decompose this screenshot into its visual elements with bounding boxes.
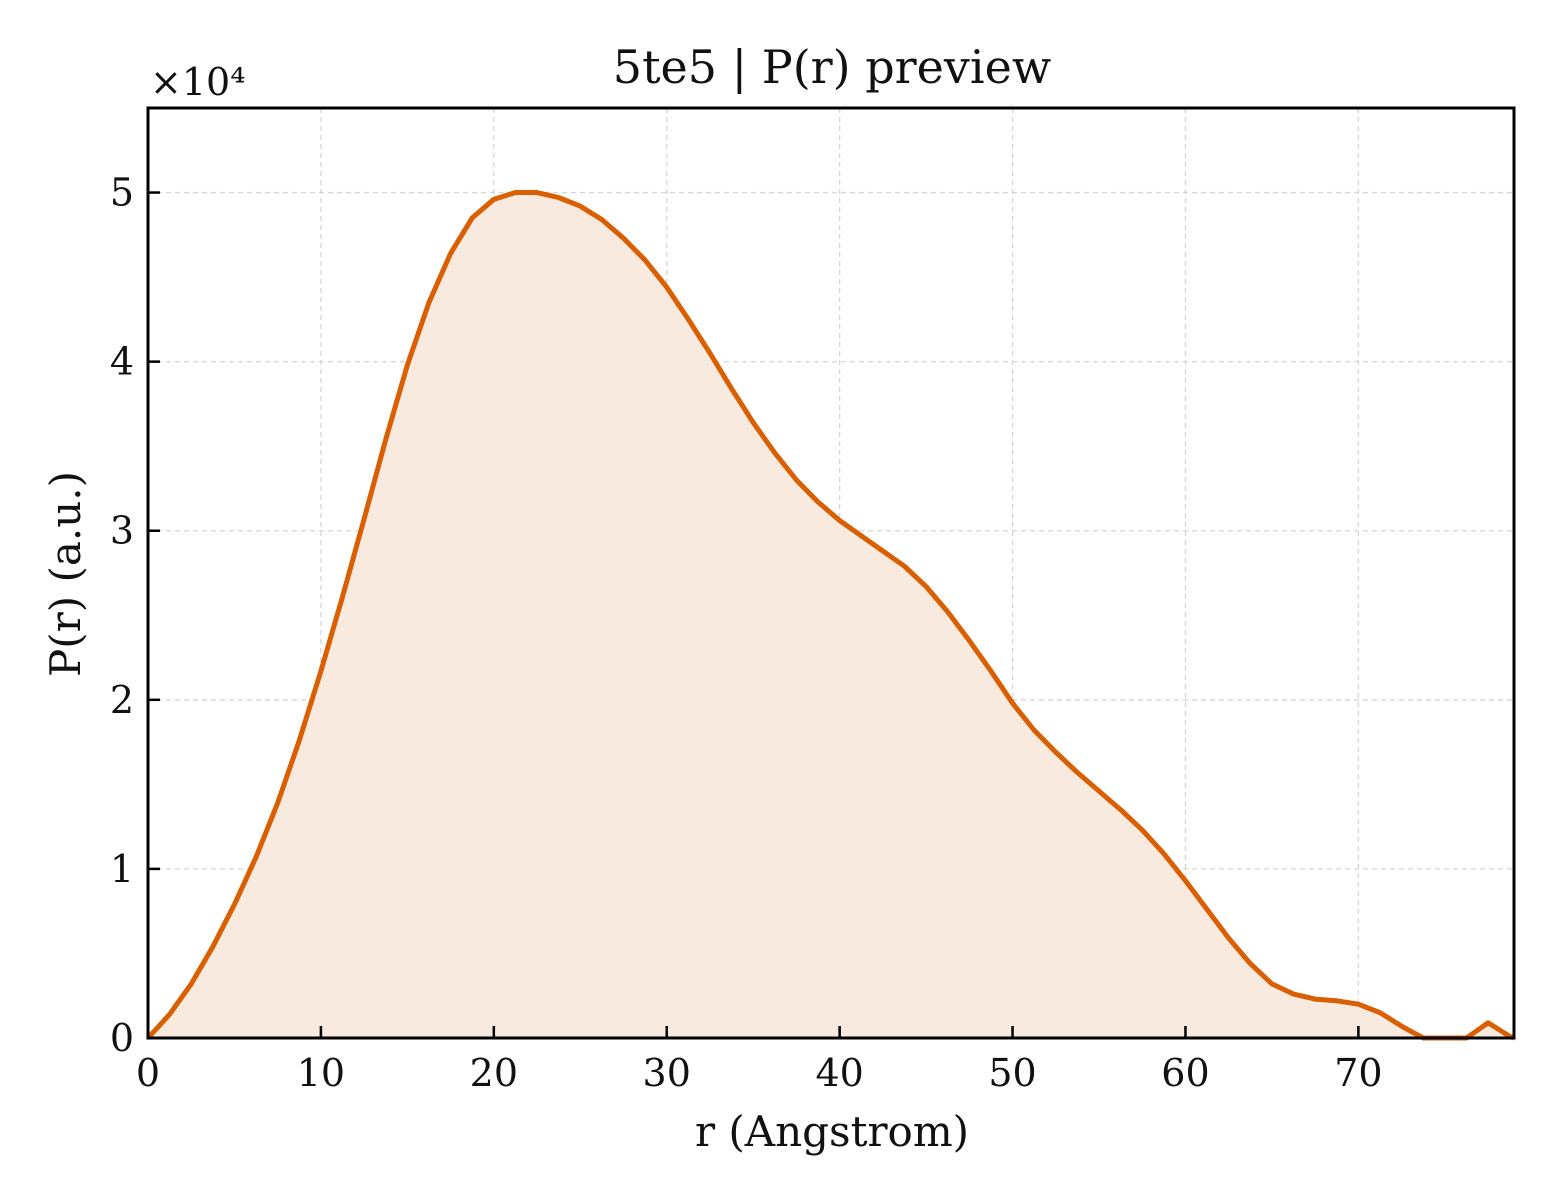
plot-frame — [146, 106, 1516, 1040]
x-tick-label: 20 — [470, 1051, 518, 1095]
y-scale-multiplier: ×10⁴ — [150, 60, 245, 104]
y-tick-label: 0 — [110, 1016, 134, 1060]
y-tick-label: 5 — [110, 171, 134, 215]
x-tick-label: 40 — [815, 1051, 863, 1095]
y-tick-label: 2 — [110, 678, 134, 722]
y-axis-label: P(r) (a.u.) — [41, 471, 90, 677]
x-tick-label: 50 — [988, 1051, 1036, 1095]
x-tick-label: 10 — [297, 1051, 345, 1095]
pr-area-fill — [148, 192, 1514, 1039]
y-tick-label: 1 — [110, 847, 134, 891]
chart-title: 5te5 | P(r) preview — [613, 40, 1051, 94]
y-tick-label: 3 — [110, 509, 134, 553]
x-tick-label: 70 — [1334, 1051, 1382, 1095]
x-tick-label: 0 — [136, 1051, 160, 1095]
x-axis-label: r (Angstrom) — [695, 1107, 969, 1156]
axis-ticks: 0 10 20 30 40 50 60 70 0 1 2 3 4 5 — [110, 171, 1383, 1095]
x-tick-label: 60 — [1161, 1051, 1209, 1095]
pr-series-line — [146, 190, 1515, 1041]
x-tick-label: 30 — [643, 1051, 691, 1095]
y-tick-label: 4 — [110, 340, 134, 384]
